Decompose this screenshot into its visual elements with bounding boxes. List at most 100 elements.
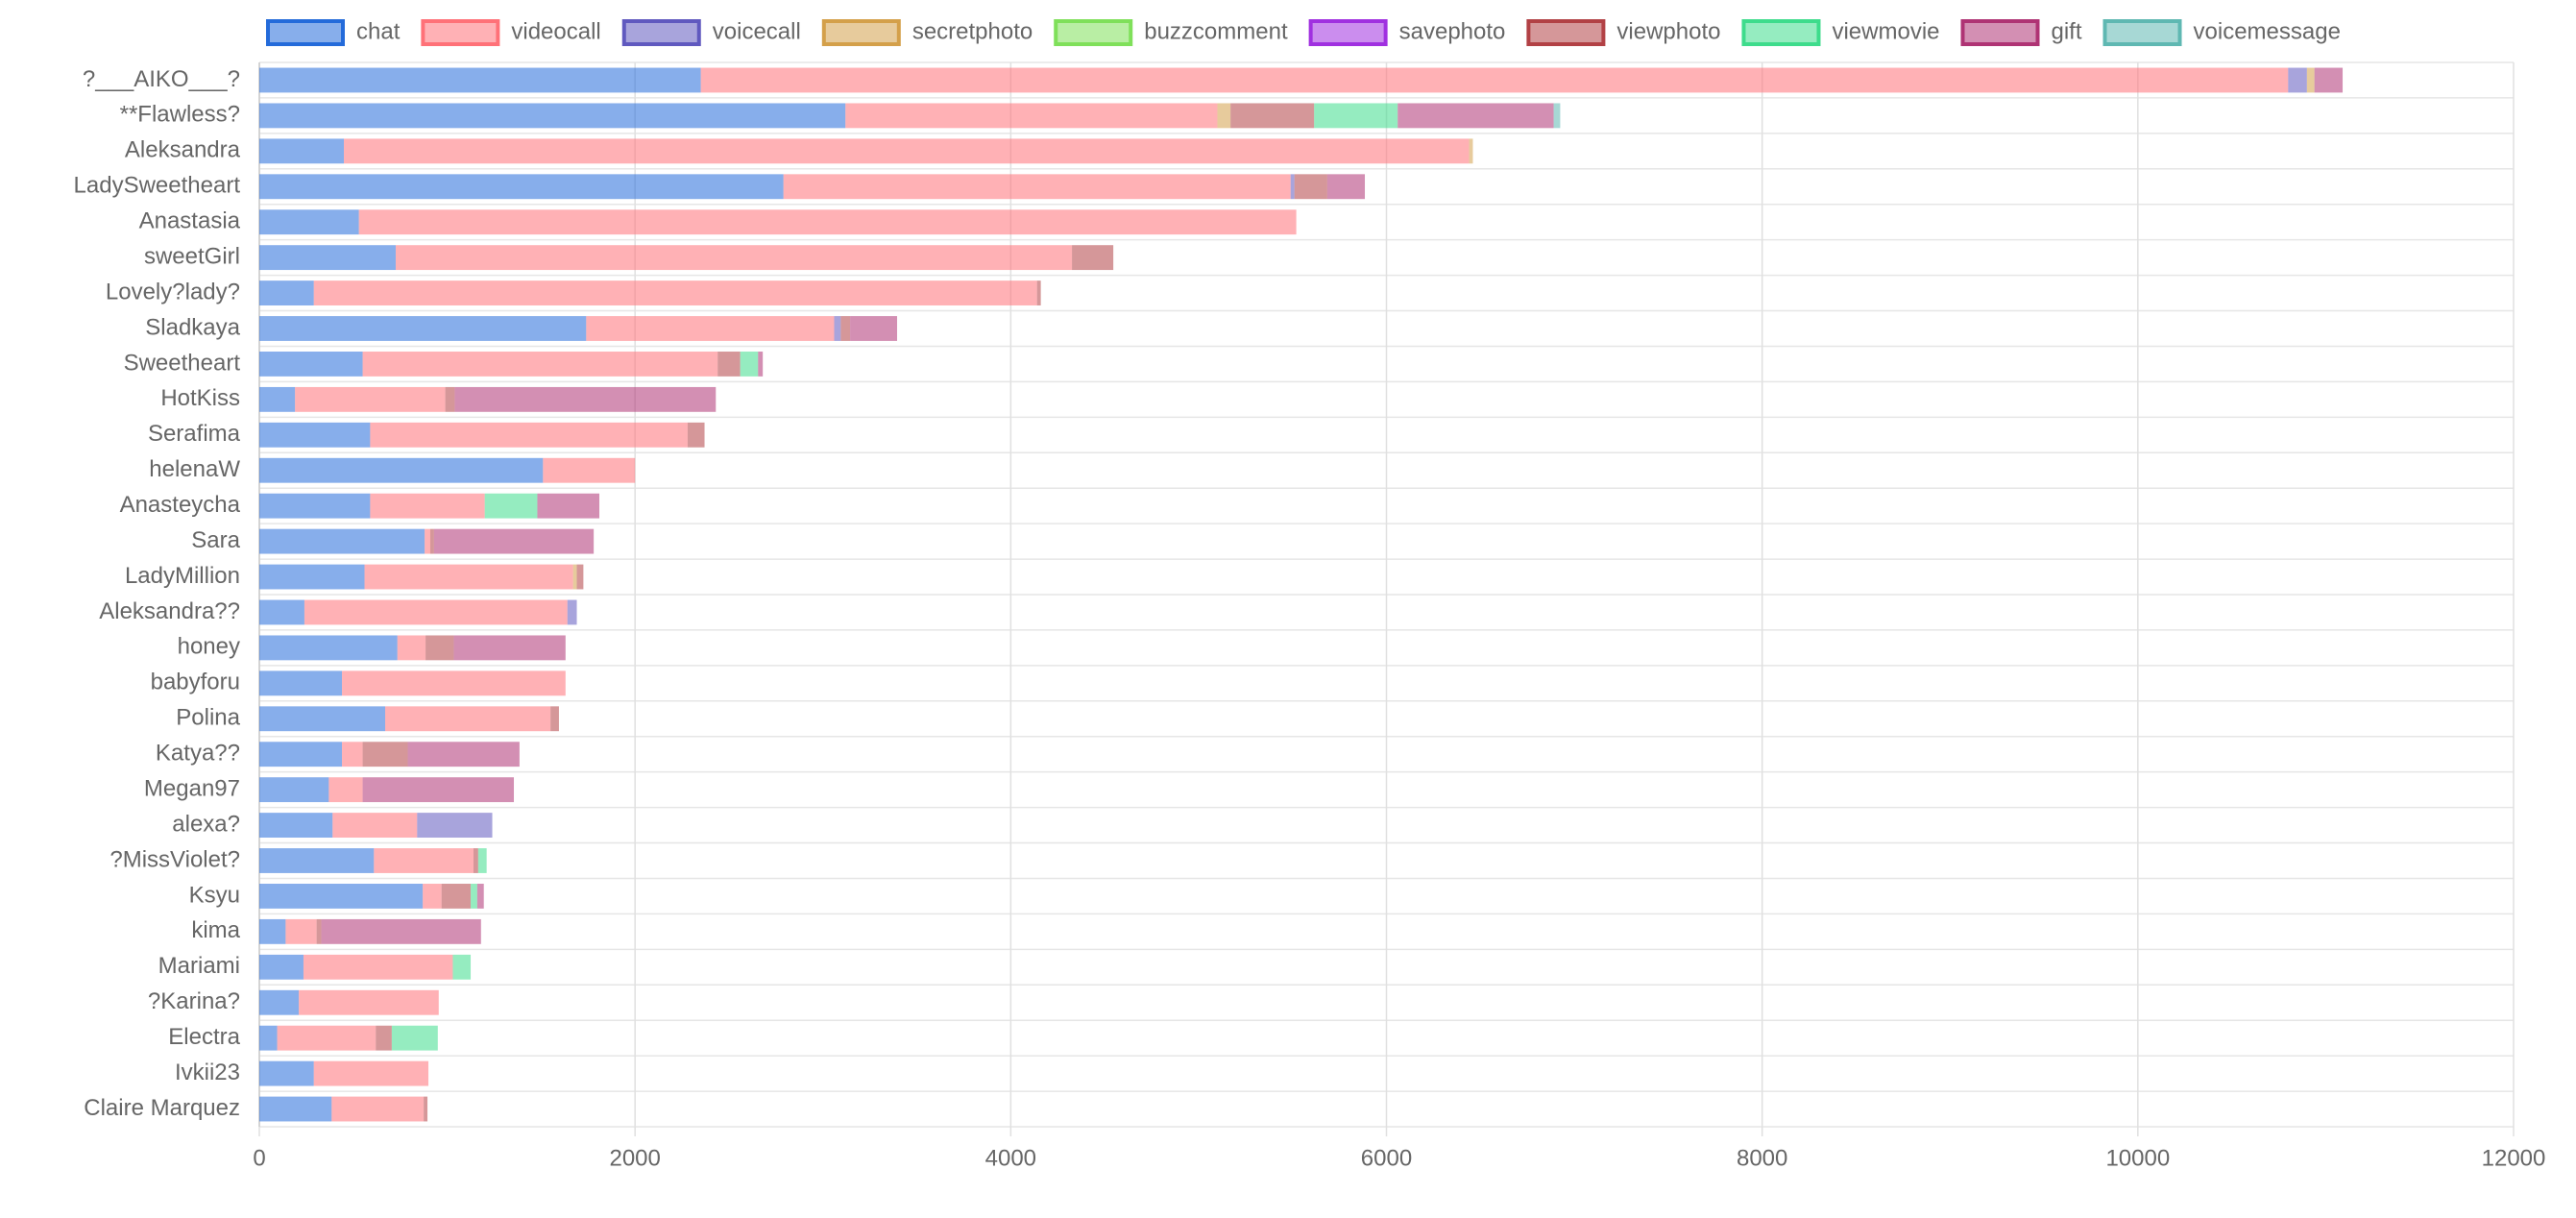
legend-label[interactable]: videocall [511, 18, 600, 44]
legend-label[interactable]: viewphoto [1616, 18, 1720, 44]
x-tick-label: 4000 [985, 1145, 1036, 1171]
y-tick-label: Electra [168, 1024, 240, 1050]
bar-segment [259, 528, 425, 554]
bar-segment [259, 1060, 314, 1086]
bar-segment [259, 884, 424, 909]
bar-segment [1553, 103, 1561, 129]
y-tick-label: Sweetheart [124, 350, 241, 376]
bar-segment [543, 457, 636, 483]
bar-segment [395, 245, 1073, 271]
y-tick-label: Anasteycha [120, 492, 241, 518]
legend-swatch[interactable] [1741, 19, 1821, 46]
bar-segment [586, 316, 835, 341]
legend-swatch[interactable] [1526, 19, 1606, 46]
bar-segment [550, 706, 559, 732]
bar-segment [425, 528, 430, 554]
legend-label[interactable]: gift [2052, 18, 2082, 44]
bar-segment [313, 1060, 429, 1086]
bar-segment [304, 599, 568, 625]
legend-label[interactable]: voicemessage [2194, 18, 2341, 44]
bar-segment [423, 884, 442, 909]
bar-segment [476, 884, 484, 909]
bar-segment [332, 813, 418, 838]
bar-segment [385, 706, 551, 732]
bar-segment [1397, 103, 1554, 129]
bar-segment [429, 528, 434, 554]
legend-swatch[interactable] [266, 19, 345, 46]
bar-segment [717, 352, 741, 377]
y-tick-label: Lovely?lady? [106, 279, 240, 304]
bar-segment [259, 67, 701, 93]
legend-swatch[interactable] [1308, 19, 1388, 46]
bar-segment [259, 954, 304, 980]
bar-segment [259, 422, 371, 448]
bar-segment [484, 493, 538, 519]
bar-segment [364, 564, 573, 590]
bar-segment [259, 918, 286, 944]
bar-segment [454, 386, 717, 412]
bar-segment [453, 635, 566, 661]
legend-swatch[interactable] [621, 19, 701, 46]
bar-segment [687, 422, 705, 448]
legend-swatch[interactable] [1054, 19, 1133, 46]
x-tick-label: 2000 [609, 1145, 660, 1171]
legend-swatch[interactable] [2102, 19, 2182, 46]
bar-segment [295, 386, 446, 412]
bar-segment [1469, 138, 1473, 164]
bar-segment [259, 1025, 278, 1051]
x-tick-label: 12000 [2482, 1145, 2546, 1171]
bar-segment [2314, 67, 2344, 93]
bar-segment [834, 316, 841, 341]
bar-segment [259, 209, 359, 235]
bar-segment [259, 813, 333, 838]
legend-label[interactable]: voicecall [713, 18, 801, 44]
bar-segment [328, 777, 363, 803]
legend-label[interactable]: savephoto [1399, 18, 1506, 44]
bar-segment [445, 386, 455, 412]
bar-segment [567, 599, 577, 625]
legend-swatch[interactable] [1960, 19, 2040, 46]
y-tick-label: honey [178, 634, 240, 660]
bar-segment [471, 884, 477, 909]
y-tick-label: Ivkii23 [175, 1060, 240, 1085]
bar-segment [358, 209, 1297, 235]
y-tick-label: **Flawless? [120, 102, 240, 128]
bar-segment [845, 103, 1218, 129]
y-tick-label: Mariami [158, 953, 240, 979]
legend-label[interactable]: chat [356, 18, 401, 44]
bar-segment [259, 564, 365, 590]
bar-segment [576, 564, 584, 590]
bar-segment [850, 316, 898, 341]
bar-segment [2306, 67, 2315, 93]
bar-segment [441, 884, 472, 909]
bar-segment [407, 742, 520, 767]
bar-segment [259, 316, 587, 341]
bar-segment [259, 280, 314, 305]
bar-segment [259, 742, 343, 767]
bar-segment [285, 918, 317, 944]
y-tick-label: ?___AIKO___? [83, 66, 240, 92]
bar-segment [259, 103, 846, 129]
bar-segment [299, 989, 439, 1015]
legend-swatch[interactable] [821, 19, 901, 46]
bar-segment [259, 138, 345, 164]
legend-label[interactable]: buzzcomment [1144, 18, 1288, 44]
bar-segment [477, 848, 487, 873]
bar-segment [537, 493, 600, 519]
bar-segment [259, 245, 396, 271]
bar-segment [700, 67, 2289, 93]
bar-segment [758, 352, 764, 377]
bar-segment [1072, 245, 1114, 271]
bar-segment [370, 422, 688, 448]
legend-swatch[interactable] [421, 19, 500, 46]
y-tick-label: ?Karina? [148, 988, 240, 1014]
y-tick-label: kima [191, 917, 240, 943]
bar-segment [473, 848, 478, 873]
legend-label[interactable]: viewmovie [1832, 18, 1939, 44]
bar-segment [452, 954, 472, 980]
legend-label[interactable]: secretphoto [912, 18, 1033, 44]
y-tick-label: LadySweetheart [74, 173, 241, 199]
bar-segment [259, 706, 386, 732]
bar-segment [259, 457, 544, 483]
